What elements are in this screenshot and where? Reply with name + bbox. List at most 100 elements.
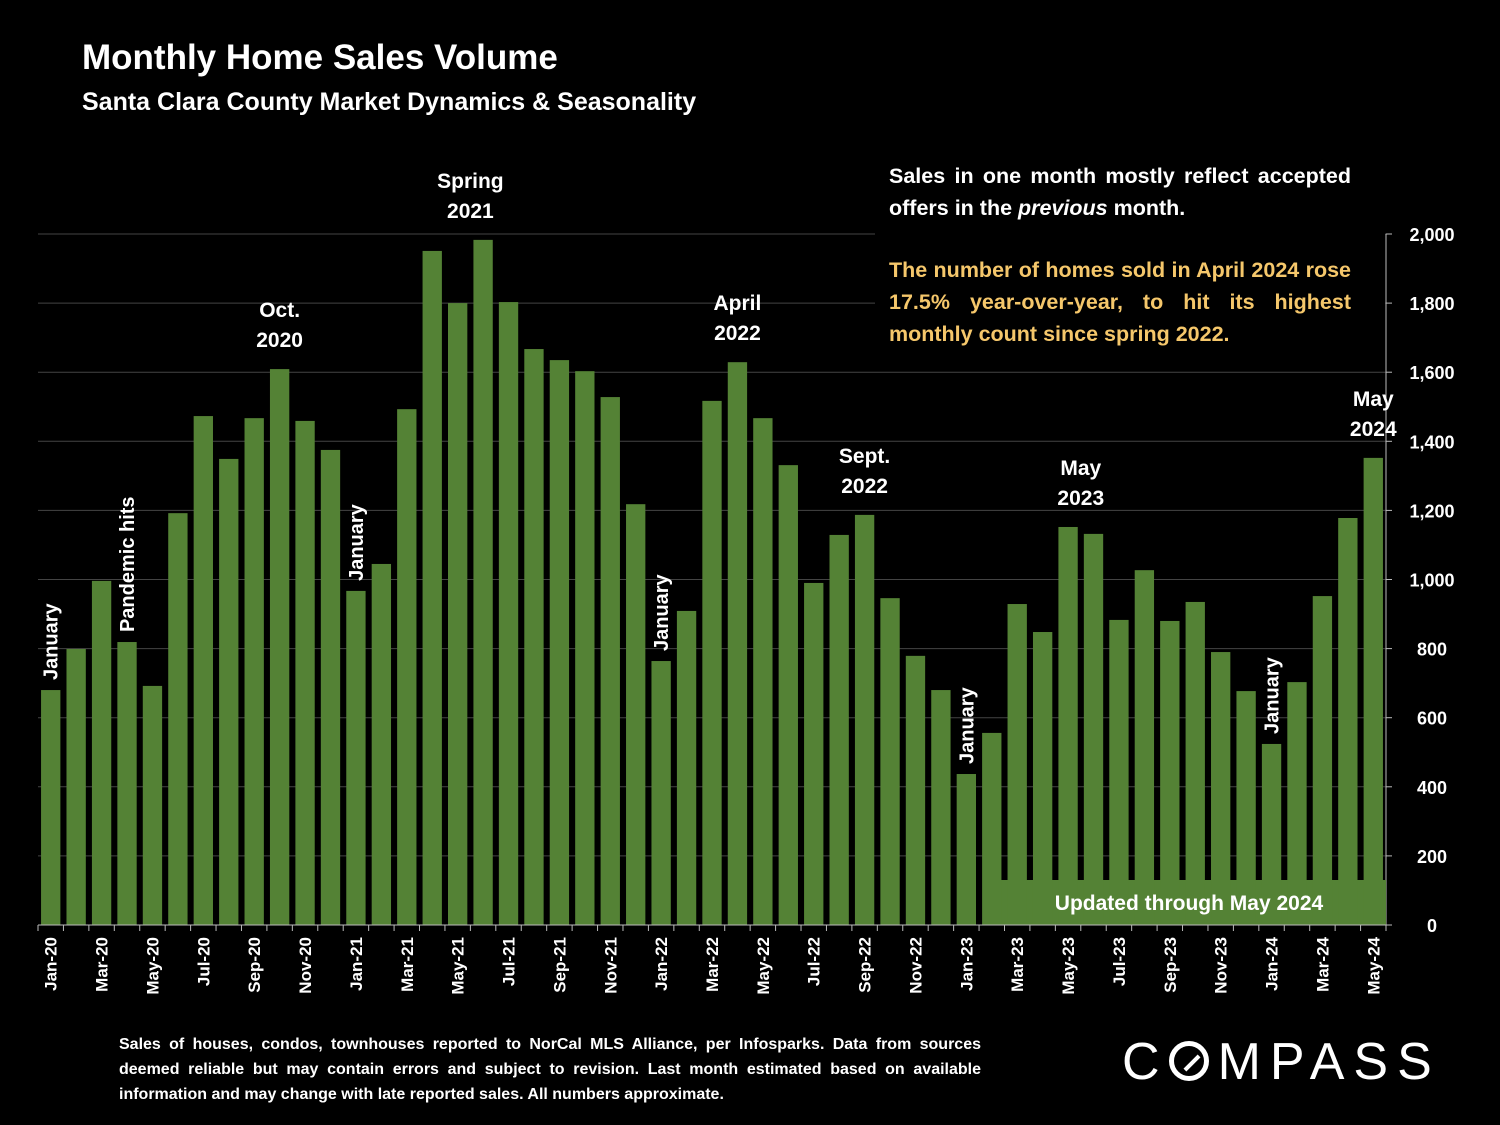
bar-Dec-22 <box>931 690 951 925</box>
bar-Mar-24 <box>1312 596 1333 925</box>
annotation: Pandemic hits <box>117 496 139 632</box>
annotation: 2024 <box>1350 418 1397 441</box>
x-tick-label: Mar-20 <box>93 937 112 992</box>
x-tick-label: May-22 <box>754 937 773 995</box>
x-tick-label: Jan-20 <box>42 937 61 991</box>
bar-Aug-22 <box>829 534 849 925</box>
bar-Apr-20 <box>117 642 137 925</box>
bar-Nov-22 <box>905 655 926 925</box>
x-tick-label: Mar-23 <box>1008 937 1027 992</box>
note-highlight: The number of homes sold in April 2024 r… <box>889 258 1351 346</box>
x-tick-label: Sep-22 <box>856 937 875 993</box>
note-seasonality: Sales in one month mostly reflect accept… <box>889 164 1351 220</box>
y-tick-label: 200 <box>1417 847 1447 867</box>
annotation: 2023 <box>1057 487 1104 510</box>
bar-Jun-23 <box>1083 533 1104 925</box>
annotation: January <box>41 602 63 680</box>
bar-Oct-21 <box>575 371 595 925</box>
x-tick-label: Sep-21 <box>550 937 569 993</box>
y-tick-label: 1,000 <box>1409 571 1454 591</box>
x-tick-label: Nov-23 <box>1212 937 1231 994</box>
bar-Apr-22 <box>727 362 748 925</box>
bar-Sep-22 <box>854 514 875 925</box>
bar-May-24 <box>1363 457 1383 925</box>
annotation: 2022 <box>841 475 888 498</box>
bar-Nov-20 <box>295 420 315 925</box>
bar-Apr-24 <box>1338 518 1358 925</box>
bar-Jul-20 <box>193 416 213 925</box>
bar-Oct-23 <box>1185 601 1205 925</box>
bar-Oct-22 <box>880 598 900 925</box>
bar-Feb-21 <box>371 563 392 925</box>
bar-Jan-23 <box>956 774 977 925</box>
y-tick-label: 1,600 <box>1409 363 1454 383</box>
bar-Dec-21 <box>626 504 646 925</box>
bar-Aug-23 <box>1134 570 1155 925</box>
annotation: January <box>1262 656 1284 734</box>
bar-May-21 <box>447 303 468 926</box>
bar-Mar-22 <box>702 400 722 926</box>
annotation: May <box>1060 457 1101 480</box>
bar-Oct-20 <box>269 369 290 925</box>
bar-Jul-22 <box>804 582 824 925</box>
bar-Jun-22 <box>778 465 798 925</box>
x-tick-label: May-20 <box>143 937 162 995</box>
annotation: January <box>346 503 368 581</box>
x-tick-label: Jan-21 <box>347 937 366 991</box>
bar-May-23 <box>1058 526 1078 925</box>
x-tick-label: Jul-23 <box>1110 937 1129 986</box>
x-tick-label: Jul-22 <box>805 937 824 986</box>
annotation: Sept. <box>839 445 890 468</box>
y-tick-label: 400 <box>1417 778 1447 798</box>
x-tick-label: Jan-24 <box>1263 936 1282 990</box>
x-tick-label: Nov-20 <box>296 937 315 994</box>
bar-Feb-20 <box>66 648 86 925</box>
annotation: 2022 <box>714 322 761 345</box>
x-tick-label: Mar-21 <box>398 937 417 992</box>
updated-label: Updated through May 2024 <box>1055 892 1324 915</box>
x-tick-label: Sep-23 <box>1161 937 1180 993</box>
x-tick-label: Nov-22 <box>906 937 925 994</box>
x-tick-label: Nov-21 <box>601 937 620 994</box>
x-tick-label: Jul-20 <box>194 937 213 986</box>
annotation: Oct. <box>259 299 300 322</box>
bar-Jan-24 <box>1261 743 1282 925</box>
bar-Nov-23 <box>1211 652 1231 925</box>
bar-Jun-21 <box>473 239 493 925</box>
bar-May-20 <box>142 685 163 925</box>
bar-Dec-23 <box>1236 691 1256 925</box>
annotation: April <box>714 292 762 315</box>
bar-Sep-21 <box>549 360 570 925</box>
bar-Jan-22 <box>651 661 671 925</box>
bar-Aug-21 <box>524 349 544 925</box>
y-tick-label: 1,800 <box>1409 294 1454 314</box>
bar-Jan-21 <box>346 590 366 925</box>
y-tick-label: 0 <box>1427 916 1437 936</box>
annotation: May <box>1353 388 1394 411</box>
bar-Jul-23 <box>1109 619 1129 925</box>
y-tick-label: 2,000 <box>1409 225 1454 245</box>
x-tick-label: May-21 <box>449 937 468 995</box>
x-tick-label: Jan-23 <box>957 937 976 991</box>
annotation: 2021 <box>447 200 494 223</box>
bar-Apr-21 <box>422 250 442 925</box>
bar-Jun-20 <box>168 513 188 925</box>
bar-Dec-20 <box>320 449 341 925</box>
x-tick-label: Sep-20 <box>245 937 264 993</box>
bar-Mar-20 <box>91 580 112 925</box>
bar-Jan-20 <box>41 690 61 925</box>
bar-Mar-23 <box>1007 604 1027 925</box>
x-tick-label: Jan-22 <box>652 937 671 991</box>
bar-Apr-23 <box>1032 632 1053 925</box>
annotation: January <box>651 573 673 651</box>
bar-Feb-23 <box>982 732 1002 925</box>
x-tick-label: May-24 <box>1364 936 1383 994</box>
commentary-background <box>875 150 1385 365</box>
y-tick-label: 1,200 <box>1409 501 1454 521</box>
bar-Aug-20 <box>219 458 239 925</box>
bar-Nov-21 <box>600 397 620 925</box>
bar-Feb-22 <box>676 610 697 925</box>
annotation: Spring <box>437 170 504 193</box>
x-tick-label: Jul-21 <box>500 937 519 986</box>
x-tick-label: Mar-22 <box>703 937 722 992</box>
